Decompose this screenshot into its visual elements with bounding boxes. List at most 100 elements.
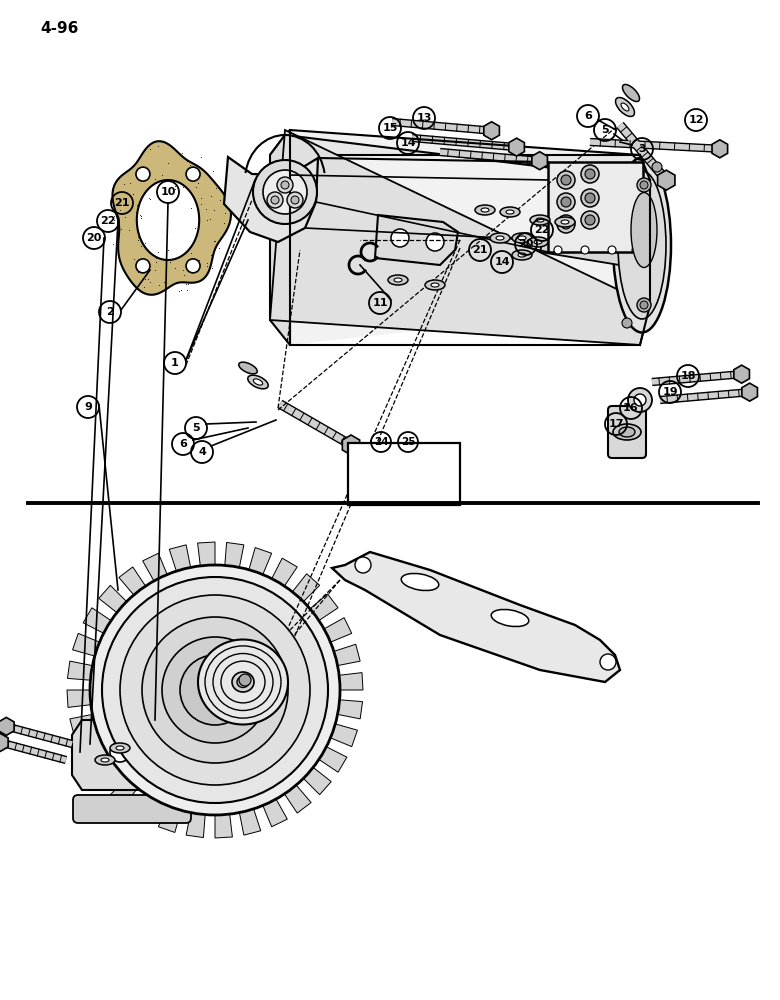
Text: 4: 4 [198,447,206,457]
Polygon shape [215,814,232,838]
Ellipse shape [376,463,384,467]
Circle shape [90,565,340,815]
Text: 20: 20 [87,233,101,243]
Ellipse shape [490,233,510,243]
Circle shape [557,171,575,189]
Text: 1: 1 [171,358,179,368]
Polygon shape [339,673,363,690]
Ellipse shape [506,210,514,214]
Ellipse shape [512,233,532,243]
Circle shape [640,301,648,309]
Text: 14: 14 [400,138,416,148]
Text: 9: 9 [84,402,92,412]
Ellipse shape [528,237,548,247]
Circle shape [600,654,616,670]
Ellipse shape [613,157,671,332]
Polygon shape [119,567,146,595]
Ellipse shape [232,672,254,692]
Polygon shape [375,215,458,265]
Ellipse shape [248,375,268,389]
Ellipse shape [530,215,550,225]
Text: 22: 22 [101,216,115,226]
Polygon shape [285,785,311,813]
Circle shape [652,162,662,172]
Circle shape [634,394,646,406]
Circle shape [581,165,599,183]
Circle shape [557,215,575,233]
Ellipse shape [619,427,635,437]
Text: 22: 22 [534,225,550,235]
Circle shape [585,215,595,225]
Ellipse shape [496,236,504,240]
Circle shape [281,181,289,189]
Ellipse shape [536,218,544,222]
Ellipse shape [116,746,124,750]
Polygon shape [319,747,347,772]
Ellipse shape [239,362,257,374]
Polygon shape [270,130,650,345]
Ellipse shape [110,743,130,753]
Text: 3: 3 [638,144,646,154]
Ellipse shape [371,460,389,470]
Polygon shape [332,552,620,682]
FancyBboxPatch shape [73,795,191,823]
Circle shape [142,617,288,763]
Text: 10: 10 [161,187,176,197]
Ellipse shape [388,275,408,285]
Polygon shape [303,767,332,795]
Polygon shape [83,608,111,633]
Polygon shape [712,140,728,158]
Circle shape [136,167,150,181]
Circle shape [158,744,178,764]
Ellipse shape [621,103,629,111]
Polygon shape [169,545,190,571]
Ellipse shape [518,253,526,257]
Text: 18: 18 [680,371,696,381]
Circle shape [608,246,616,254]
Polygon shape [72,720,218,790]
Ellipse shape [613,424,641,440]
Circle shape [628,388,652,412]
Ellipse shape [401,573,439,591]
Polygon shape [338,700,363,719]
Text: 24: 24 [374,437,388,447]
Polygon shape [292,574,320,602]
Circle shape [622,318,632,328]
Polygon shape [509,138,524,156]
Ellipse shape [475,205,495,215]
Circle shape [263,170,307,214]
Ellipse shape [401,463,409,467]
Polygon shape [136,180,199,260]
Polygon shape [67,690,90,707]
Text: 5: 5 [601,125,609,135]
Ellipse shape [396,460,414,470]
Ellipse shape [394,278,402,282]
Polygon shape [658,170,675,190]
Polygon shape [67,661,92,680]
Polygon shape [331,724,357,747]
Text: 14: 14 [495,257,510,267]
Ellipse shape [534,240,542,244]
Ellipse shape [481,208,489,212]
Polygon shape [225,542,244,567]
Ellipse shape [618,171,666,319]
Text: 25: 25 [401,437,415,447]
Polygon shape [310,594,338,621]
Ellipse shape [631,192,657,267]
Text: 13: 13 [417,113,431,123]
Circle shape [637,298,651,312]
Text: 6: 6 [179,439,187,449]
Polygon shape [78,738,106,762]
Ellipse shape [615,98,634,116]
Ellipse shape [431,283,439,287]
Polygon shape [249,548,271,575]
Ellipse shape [95,755,115,765]
Text: 16: 16 [623,403,639,413]
Polygon shape [143,553,167,581]
Polygon shape [92,759,120,786]
Circle shape [110,742,130,762]
Polygon shape [342,435,360,455]
Polygon shape [532,152,548,170]
Text: 20: 20 [519,239,534,249]
Circle shape [271,196,279,204]
